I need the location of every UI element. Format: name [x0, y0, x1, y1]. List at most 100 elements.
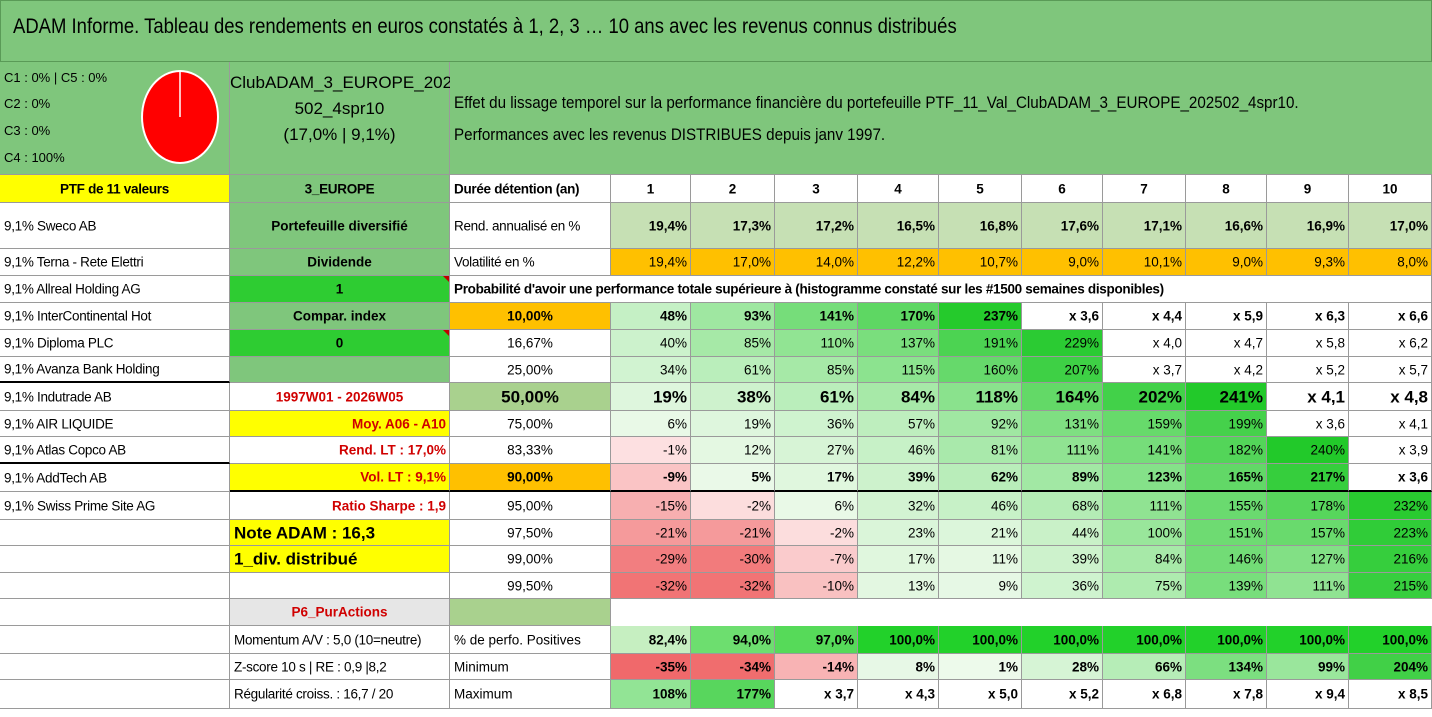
info-cell[interactable]: Portefeuille diversifié — [230, 203, 450, 249]
vol-value[interactable]: 10,7% — [939, 249, 1022, 276]
probability-value[interactable]: x 6,6 — [1349, 303, 1432, 330]
summary-value[interactable]: 204% — [1349, 654, 1432, 680]
empty-cell[interactable] — [0, 599, 230, 626]
probability-value[interactable]: 34% — [611, 357, 691, 383]
info-cell[interactable]: Moy. A06 - A10 — [230, 411, 450, 437]
info-cell[interactable]: Régularité croiss. : 16,7 / 20 — [230, 680, 450, 709]
info-cell[interactable]: Momentum A/V : 5,0 (10=neutre) — [230, 626, 450, 654]
summary-value[interactable]: x 8,5 — [1349, 680, 1432, 709]
probability-value[interactable]: 165% — [1186, 464, 1267, 492]
summary-value[interactable]: 100,0% — [1349, 626, 1432, 654]
probability-value[interactable]: 11% — [939, 546, 1022, 573]
info-cell[interactable]: 1997W01 - 2026W05 — [230, 383, 450, 411]
probability-value[interactable]: 170% — [858, 303, 939, 330]
probability-value[interactable]: 164% — [1022, 383, 1103, 411]
summary-value[interactable]: x 3,7 — [775, 680, 858, 709]
probability-value[interactable]: 139% — [1186, 573, 1267, 599]
rend-value[interactable]: 16,6% — [1186, 203, 1267, 249]
summary-value[interactable]: 82,4% — [611, 626, 691, 654]
holding-name[interactable]: 9,1% Allreal Holding AG — [0, 276, 230, 303]
probability-value[interactable]: 182% — [1186, 437, 1267, 464]
summary-value[interactable]: 134% — [1186, 654, 1267, 680]
year-header[interactable]: 1 — [611, 175, 691, 203]
holding-name[interactable]: 9,1% Indutrade AB — [0, 383, 230, 411]
probability-value[interactable]: 111% — [1267, 573, 1349, 599]
holding-name[interactable]: 9,1% AddTech AB — [0, 464, 230, 492]
vol-value[interactable]: 8,0% — [1349, 249, 1432, 276]
probability-value[interactable]: -32% — [611, 573, 691, 599]
probability-value[interactable]: 141% — [775, 303, 858, 330]
probability-value[interactable]: 110% — [775, 330, 858, 357]
rend-value[interactable]: 17,0% — [1349, 203, 1432, 249]
probability-value[interactable]: 40% — [611, 330, 691, 357]
probability-value[interactable]: -29% — [611, 546, 691, 573]
probability-level[interactable]: 25,00% — [450, 357, 611, 383]
probability-value[interactable]: x 4,1 — [1349, 411, 1432, 437]
probability-value[interactable]: 93% — [691, 303, 775, 330]
probability-value[interactable]: x 5,7 — [1349, 357, 1432, 383]
holding-name[interactable]: 9,1% Terna - Rete Elettri — [0, 249, 230, 276]
holding-name[interactable]: 9,1% Swiss Prime Site AG — [0, 492, 230, 520]
probability-value[interactable]: -10% — [775, 573, 858, 599]
empty-cell[interactable] — [0, 626, 230, 654]
probability-value[interactable]: -32% — [691, 573, 775, 599]
year-header[interactable]: 7 — [1103, 175, 1186, 203]
probability-value[interactable]: x 3,7 — [1103, 357, 1186, 383]
year-header[interactable]: 4 — [858, 175, 939, 203]
probability-value[interactable]: 46% — [858, 437, 939, 464]
probability-value[interactable]: 141% — [1103, 437, 1186, 464]
probability-value[interactable]: 5% — [691, 464, 775, 492]
probability-value[interactable]: 241% — [1186, 383, 1267, 411]
year-header[interactable]: 9 — [1267, 175, 1349, 203]
probability-level[interactable]: 75,00% — [450, 411, 611, 437]
probability-value[interactable]: 223% — [1349, 520, 1432, 546]
info-cell[interactable]: Dividende — [230, 249, 450, 276]
probability-value[interactable]: 216% — [1349, 546, 1432, 573]
probability-value[interactable]: -15% — [611, 492, 691, 520]
probability-value[interactable]: 19% — [611, 383, 691, 411]
probability-value[interactable]: 232% — [1349, 492, 1432, 520]
probability-value[interactable]: x 6,2 — [1349, 330, 1432, 357]
probability-value[interactable]: 13% — [858, 573, 939, 599]
probability-level[interactable]: 99,00% — [450, 546, 611, 573]
summary-value[interactable]: 108% — [611, 680, 691, 709]
probability-value[interactable]: 17% — [858, 546, 939, 573]
summary-value[interactable]: 1% — [939, 654, 1022, 680]
probability-value[interactable]: x 4,1 — [1267, 383, 1349, 411]
rend-label[interactable]: Rend. annualisé en % — [450, 203, 611, 249]
info-cell[interactable]: 1_div. distribué — [230, 546, 450, 573]
year-header[interactable]: 5 — [939, 175, 1022, 203]
summary-value[interactable]: 100,0% — [939, 626, 1022, 654]
rend-value[interactable]: 19,4% — [611, 203, 691, 249]
vol-value[interactable]: 17,0% — [691, 249, 775, 276]
probability-level[interactable]: 16,67% — [450, 330, 611, 357]
probability-value[interactable]: 115% — [858, 357, 939, 383]
probability-value[interactable]: x 3,6 — [1349, 464, 1432, 492]
probability-value[interactable]: 84% — [858, 383, 939, 411]
probability-value[interactable]: x 3,6 — [1267, 411, 1349, 437]
summary-value[interactable]: 100,0% — [1267, 626, 1349, 654]
portfolio-count-label[interactable]: PTF de 11 valeurs — [0, 175, 230, 203]
probability-value[interactable]: 151% — [1186, 520, 1267, 546]
probability-value[interactable]: x 5,8 — [1267, 330, 1349, 357]
probability-value[interactable]: -2% — [775, 520, 858, 546]
probability-value[interactable]: 36% — [775, 411, 858, 437]
vol-value[interactable]: 9,0% — [1022, 249, 1103, 276]
probability-value[interactable]: 85% — [691, 330, 775, 357]
probability-value[interactable]: 68% — [1022, 492, 1103, 520]
probability-value[interactable]: 123% — [1103, 464, 1186, 492]
probability-value[interactable]: 81% — [939, 437, 1022, 464]
info-cell[interactable] — [230, 573, 450, 599]
probability-value[interactable]: -9% — [611, 464, 691, 492]
year-header[interactable]: 8 — [1186, 175, 1267, 203]
probability-level[interactable]: 83,33% — [450, 437, 611, 464]
summary-label[interactable]: Maximum — [450, 680, 611, 709]
probability-value[interactable]: 23% — [858, 520, 939, 546]
probability-value[interactable]: 57% — [858, 411, 939, 437]
probability-title[interactable]: Probabilité d'avoir une performance tota… — [450, 276, 1432, 303]
vol-value[interactable]: 14,0% — [775, 249, 858, 276]
info-cell[interactable]: 0 — [230, 330, 450, 357]
probability-value[interactable]: 111% — [1103, 492, 1186, 520]
probability-value[interactable]: 155% — [1186, 492, 1267, 520]
empty-cell[interactable] — [0, 573, 230, 599]
